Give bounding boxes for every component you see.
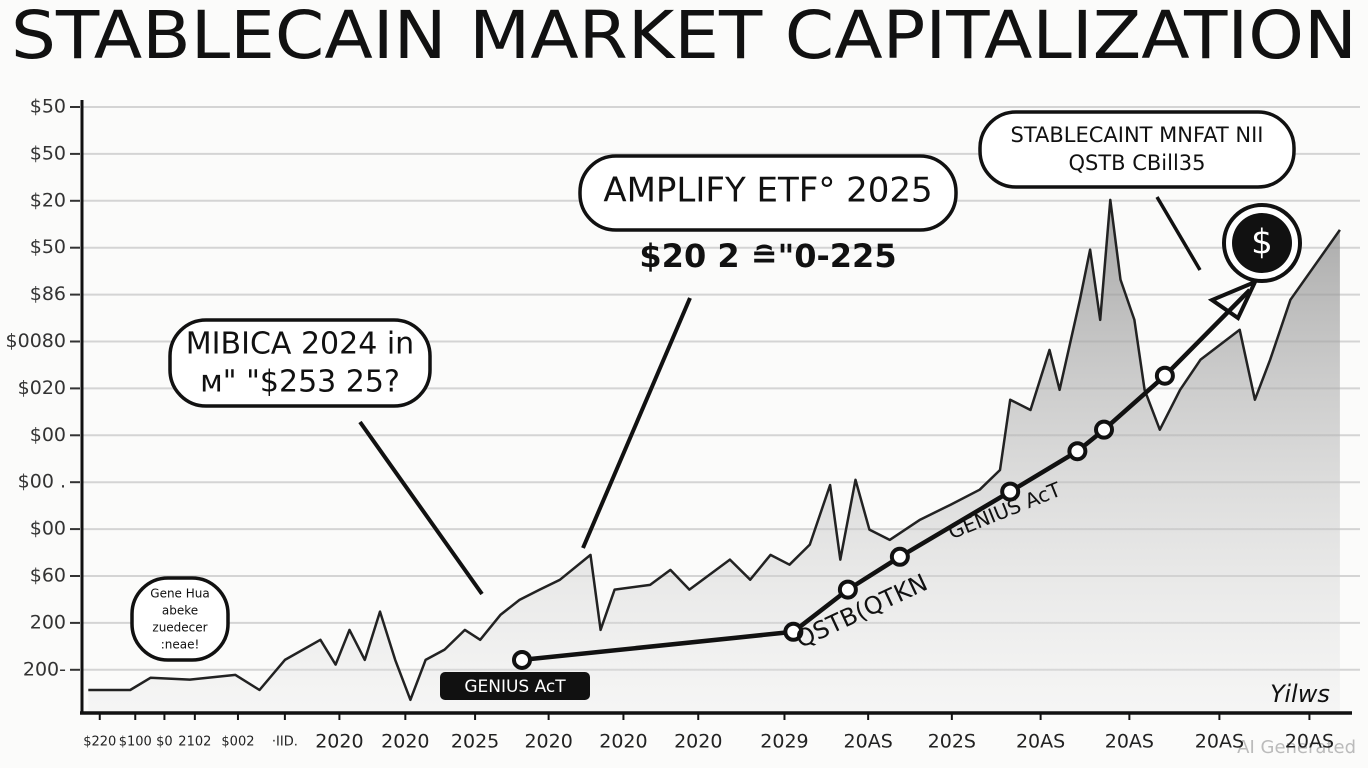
marker [511,649,532,670]
annotation-text: GENIUS AcT [464,677,566,697]
y-tick-label: $50 [30,96,66,118]
x-tick-label: 20AS [1195,731,1244,753]
annotation-text: abeke [162,604,198,618]
chart-title: STABLECAIN MARKET CAPITALIZATION [11,0,1357,74]
x-tick-label: 2020 [599,731,647,753]
y-tick-label: $50 [30,142,66,164]
plot [88,198,1341,712]
x-tick-label: 2020 [524,731,572,753]
annotation-text: Yilws [1270,680,1330,708]
annotation-text: zuedecer [152,621,207,635]
annotation-text: STABLECAINT MNFAT NII [1010,123,1263,147]
label-box [440,672,590,700]
arrow-head [1207,278,1260,321]
annotation-text: AMPLIFY ETF° 2025 [603,171,932,211]
y-tick-label: $00 . [18,471,66,493]
marker [783,621,804,642]
x-tick-label: 20AS [844,731,893,753]
x-tick-label: 2020 [315,731,363,753]
area [88,199,1340,712]
marker [837,579,858,600]
annotation-text: м" "$253 25? [200,365,400,400]
x-tick-label: $100 [119,735,152,750]
watermark: AI Generated [1237,737,1356,758]
y-tick-label: $00 [30,518,66,540]
y-tick-label: $86 [30,283,66,305]
y-tick-label: $020 [18,377,66,399]
annotations: MIBICA 2024 inм" "$253 25? AMPLIFY ETF° 2… [130,110,1330,708]
x-tick-label: 20AS [1105,731,1154,753]
y-tick-label: $00 [30,424,66,446]
pointer [358,420,484,596]
y-tick-label: 200 [30,611,66,633]
x-tick-label: $002 [221,735,254,750]
pointer [1155,196,1202,271]
marker [1154,365,1175,386]
annotation-text: MIBICA 2024 in [186,327,414,362]
callout-box [578,154,958,232]
y-tick-label: $60 [30,564,66,586]
x-tick-label: 20AS [1285,731,1334,753]
coin [1232,213,1292,273]
pointer [581,297,692,549]
callout-box [168,318,432,408]
annotation-text: QSTB CBill35 [1068,151,1205,175]
x-tick-label: ·ІІD. [272,735,298,750]
y-tick-label: $50 [30,236,66,258]
x-tick-label: $0 [156,735,173,750]
annotation-text: :neae! [161,638,200,652]
y-tick-label: $0080 [6,330,66,352]
x-tick-label: 202S [928,731,976,753]
x-tick-label: 2025 [451,731,499,753]
callout-box [130,576,230,662]
annotation-text: Gene Hua [150,587,209,601]
y-tick-label: $20 [30,189,66,211]
marker [1000,481,1021,502]
marker [889,546,910,567]
annotation-text: $ [1251,223,1273,263]
annotation-text: $20 2 ≘"0-225 [639,237,896,275]
x-tick-label: 2029 [760,731,808,753]
marker [1094,419,1115,440]
x-tick-label: $220 [83,735,116,750]
x-tick-label: 20AS [1016,731,1065,753]
x-tick-label: 2102 [178,735,211,750]
line [88,198,1341,702]
x-tick-label: 2020 [381,731,429,753]
callout-box [978,110,1296,189]
x-tick-label: 2020 [674,731,722,753]
y-tick-label: 200- [23,658,66,680]
marker [1067,441,1088,462]
